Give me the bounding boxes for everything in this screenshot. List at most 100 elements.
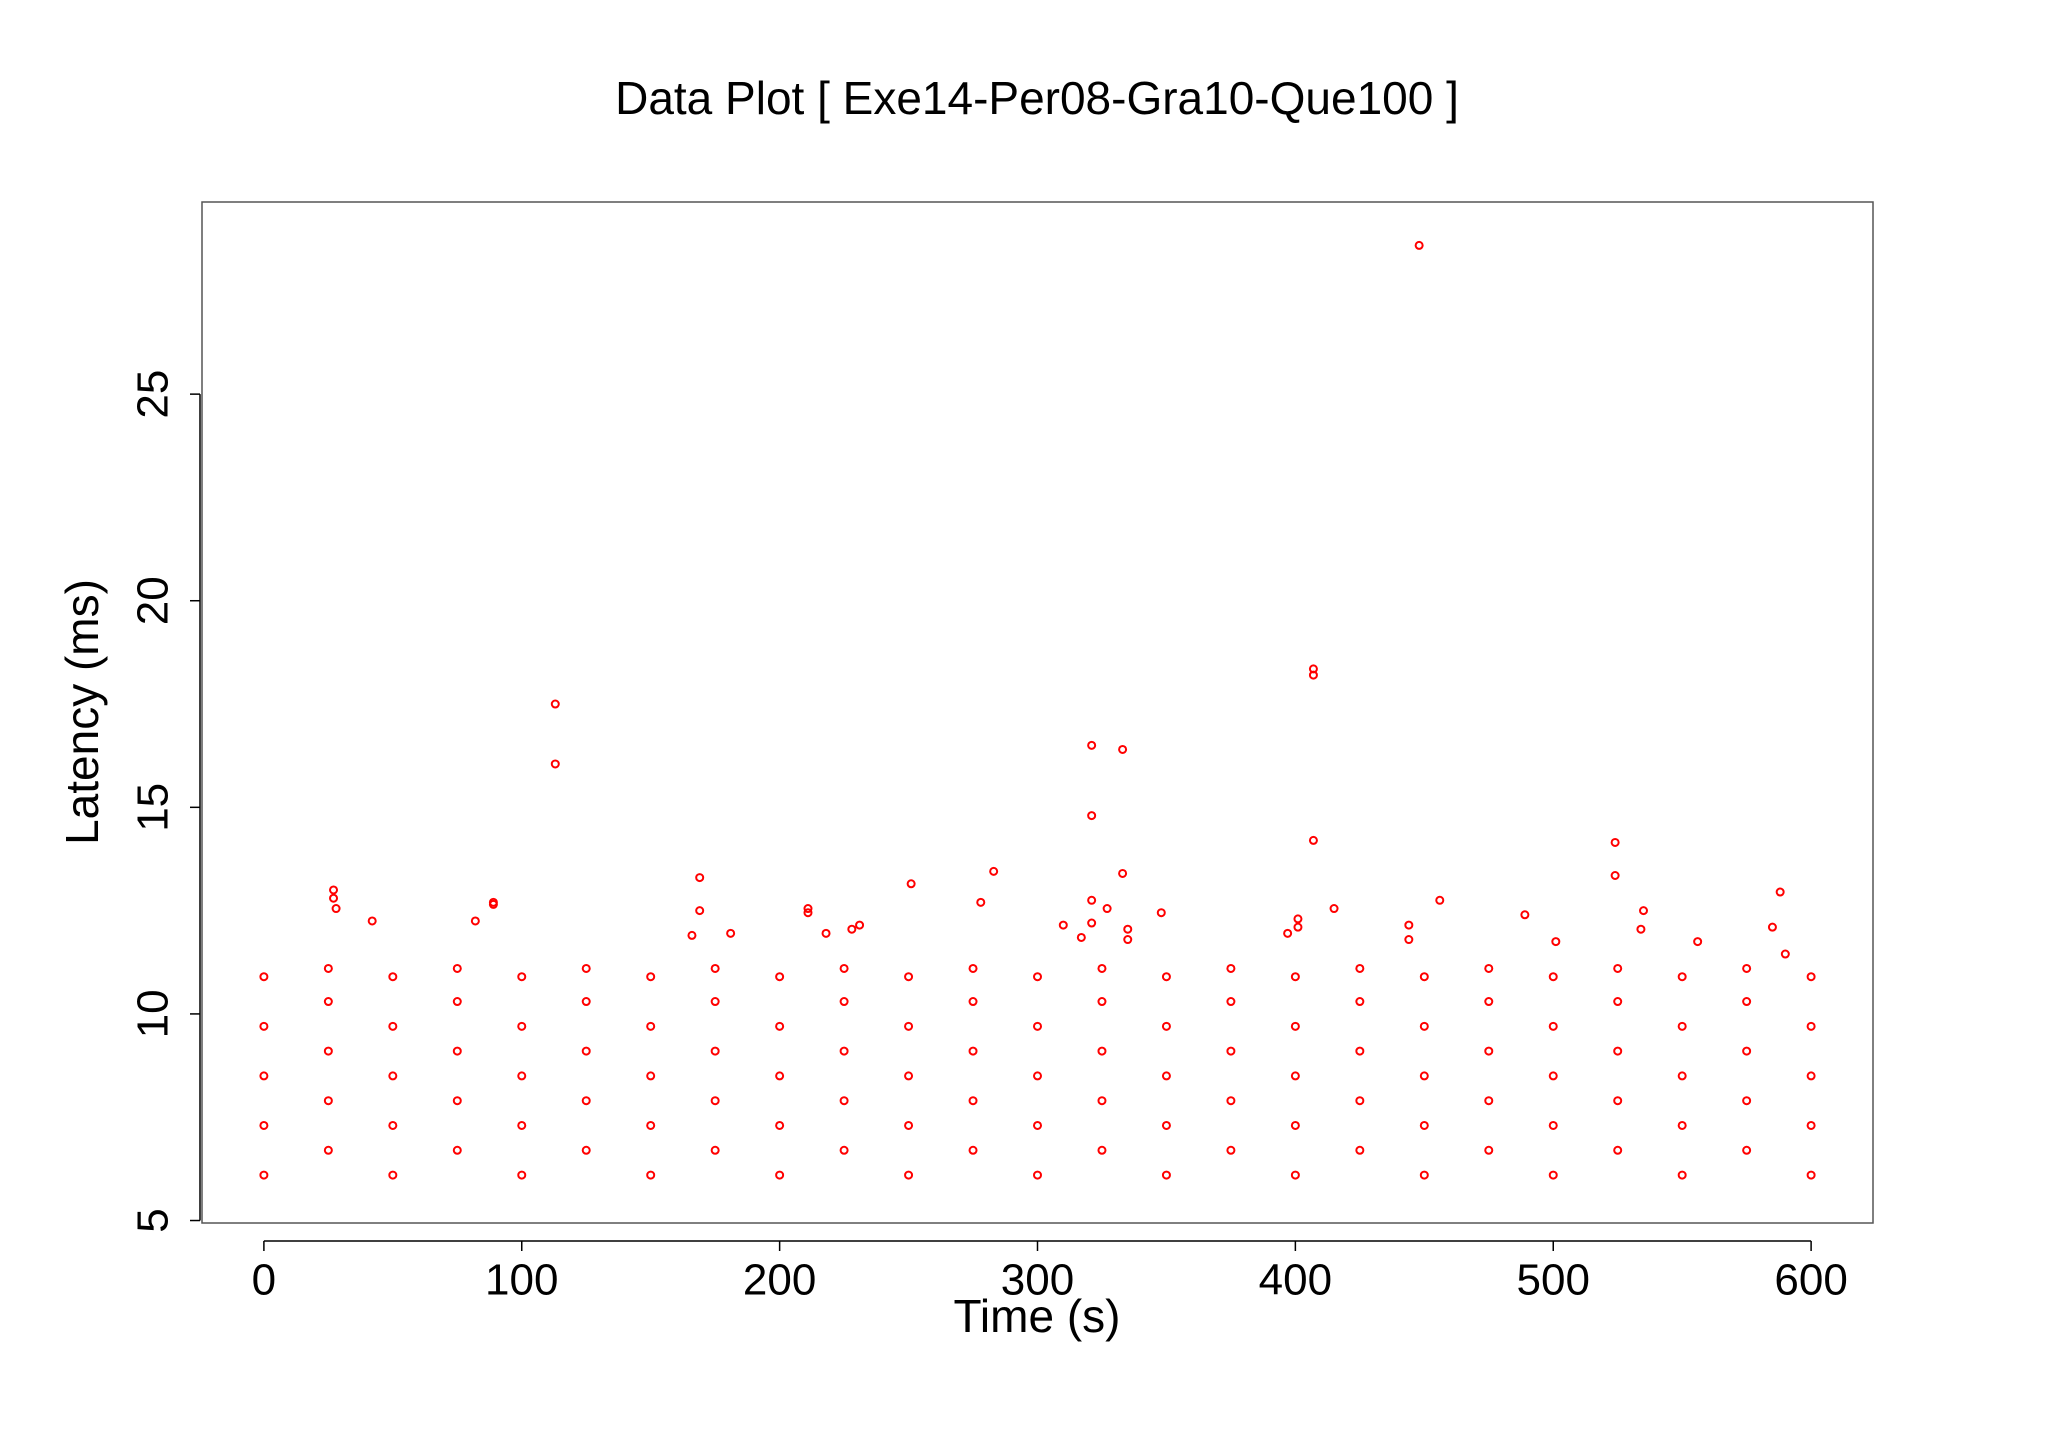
point	[803, 904, 813, 914]
point	[904, 1120, 914, 1130]
point	[452, 963, 462, 973]
point	[470, 916, 480, 926]
point	[329, 893, 339, 903]
point	[1484, 1145, 1494, 1155]
point	[452, 1096, 462, 1106]
point	[388, 1021, 398, 1031]
point	[1308, 835, 1318, 845]
point	[1613, 1096, 1623, 1106]
point	[1087, 811, 1097, 821]
y-tick-label: 25	[129, 370, 178, 419]
point	[1419, 1170, 1429, 1180]
point	[1102, 904, 1112, 914]
point	[1087, 740, 1097, 750]
point	[1414, 240, 1424, 250]
point	[259, 972, 269, 982]
point	[259, 1021, 269, 1031]
point	[517, 1021, 527, 1031]
point	[1161, 972, 1171, 982]
x-tick-label: 100	[485, 1256, 558, 1305]
point	[1742, 963, 1752, 973]
point	[803, 908, 813, 918]
point	[1033, 1170, 1042, 1180]
point	[1548, 1021, 1558, 1031]
point	[388, 1170, 398, 1180]
point	[1419, 1021, 1429, 1031]
point	[1693, 937, 1703, 947]
point	[968, 1046, 978, 1056]
point	[1742, 1145, 1752, 1155]
point	[1123, 924, 1133, 934]
point	[775, 972, 785, 982]
point	[1548, 1170, 1558, 1180]
point	[904, 972, 914, 982]
point	[1404, 935, 1414, 945]
point	[517, 1120, 527, 1130]
point	[1484, 1046, 1494, 1056]
point	[1419, 972, 1429, 982]
point	[1548, 972, 1558, 982]
point	[646, 1120, 656, 1130]
point	[1742, 1046, 1752, 1056]
point	[1290, 1071, 1300, 1081]
point	[1677, 1071, 1687, 1081]
point	[710, 997, 720, 1007]
point	[1161, 1071, 1171, 1081]
point	[1293, 914, 1303, 924]
x-axis-label: Time (s)	[954, 1290, 1121, 1342]
y-tick-label: 5	[129, 1208, 178, 1232]
point	[517, 1071, 527, 1081]
chart-title: Data Plot [ Exe14-Per08-Gra10-Que100 ]	[615, 72, 1459, 124]
x-tick-label: 200	[743, 1256, 816, 1305]
point	[323, 1145, 333, 1155]
point	[1290, 972, 1300, 982]
point	[646, 1021, 656, 1031]
point	[517, 972, 527, 982]
point	[1806, 1021, 1816, 1031]
point	[1355, 963, 1365, 973]
point	[904, 1071, 914, 1081]
point	[323, 1046, 333, 1056]
point	[775, 1170, 785, 1180]
point	[1548, 1071, 1558, 1081]
point	[1677, 1120, 1687, 1130]
x-tick-label: 400	[1259, 1256, 1332, 1305]
point	[968, 1145, 978, 1155]
point	[323, 1096, 333, 1106]
point	[259, 1170, 269, 1180]
point	[1435, 895, 1445, 905]
point	[1161, 1021, 1171, 1031]
x-tick-label: 500	[1517, 1256, 1590, 1305]
point	[1677, 1021, 1687, 1031]
point	[1076, 932, 1086, 942]
point	[710, 1096, 720, 1106]
point	[847, 924, 857, 934]
point	[695, 873, 705, 883]
point	[687, 930, 697, 940]
point	[1677, 1170, 1687, 1180]
point	[1308, 670, 1318, 680]
point	[452, 1046, 462, 1056]
point	[259, 1071, 269, 1081]
point	[1329, 904, 1339, 914]
y-tick-label: 10	[129, 989, 178, 1038]
point	[1226, 997, 1236, 1007]
point	[821, 928, 831, 938]
point	[1551, 937, 1561, 947]
point	[1780, 949, 1790, 959]
point	[775, 1071, 785, 1081]
point	[388, 1071, 398, 1081]
point	[1775, 887, 1785, 897]
point	[1290, 1021, 1300, 1031]
point	[581, 997, 591, 1007]
point	[1610, 871, 1620, 881]
point	[1226, 963, 1236, 973]
point	[1033, 1120, 1042, 1130]
point	[1613, 963, 1623, 973]
point	[1033, 1021, 1042, 1031]
point	[581, 1145, 591, 1155]
point	[1520, 910, 1530, 920]
point	[1613, 1145, 1623, 1155]
point	[1156, 908, 1166, 918]
point	[1355, 1096, 1365, 1106]
